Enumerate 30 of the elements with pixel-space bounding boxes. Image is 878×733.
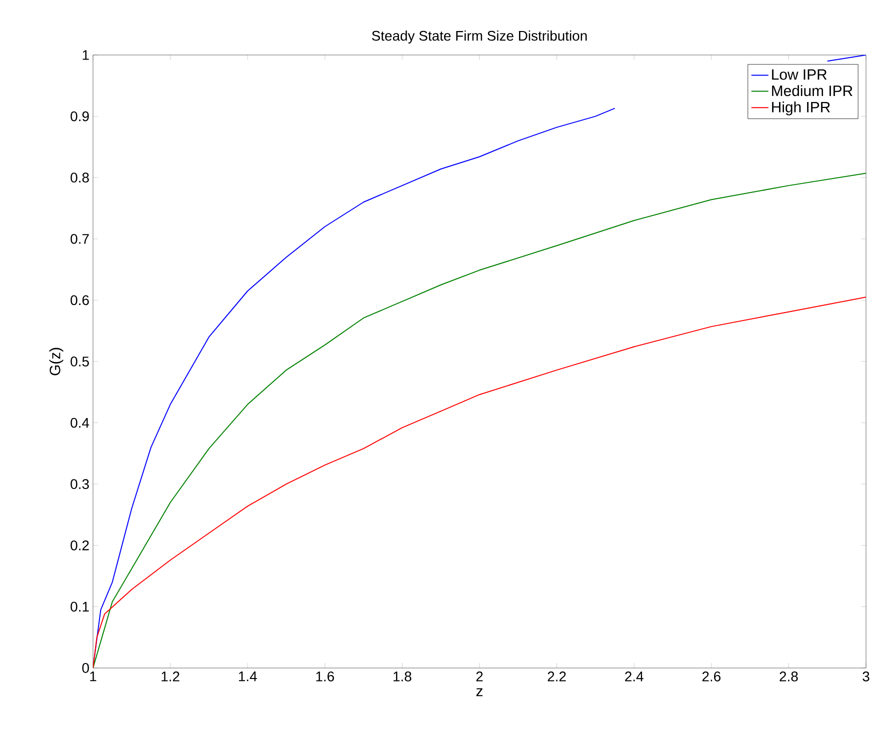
y-tick-label: 0.8 <box>70 172 89 183</box>
x-tick-label: 2.8 <box>780 672 798 682</box>
y-tick-label: 0.3 <box>70 479 89 490</box>
y-tick-label: 0.4 <box>70 418 90 428</box>
x-tick-label: 2.2 <box>548 672 566 682</box>
y-tick-label: 0.2 <box>70 540 89 550</box>
x-tick-label: 1.4 <box>238 672 257 682</box>
legend-label: Medium IPR <box>772 85 852 96</box>
x-tick-label: 2.6 <box>702 672 720 682</box>
y-tick-label: 0.5 <box>70 356 89 366</box>
y-axis-title: G(z) <box>49 348 64 376</box>
y-tick-label: 1 <box>82 50 89 60</box>
series-label: Low IPR <box>772 69 827 80</box>
y-tick-label: 0.9 <box>70 111 89 122</box>
x-tick-label: 1.8 <box>394 672 412 682</box>
line-series <box>93 172 866 668</box>
x-axis-title: z <box>476 688 482 696</box>
y-tick-label: 0.6 <box>70 295 89 306</box>
x-tick-label: 2 <box>476 672 483 682</box>
legend-label: High IPR <box>772 101 830 116</box>
x-tick-label: 1 <box>90 672 96 682</box>
x-tick-label: 3 <box>862 672 870 682</box>
y-tick-label: 0 <box>82 663 89 673</box>
chart-title: Steady State Firm Size Distribution <box>372 30 587 44</box>
y-tick-label: 0.1 <box>70 602 89 612</box>
line-series <box>93 296 866 668</box>
x-tick-label: 1.2 <box>162 672 180 682</box>
x-tick-label: 1.6 <box>316 672 334 682</box>
x-tick-label: 2.4 <box>625 672 644 682</box>
y-tick-label: 0.7 <box>70 234 89 244</box>
